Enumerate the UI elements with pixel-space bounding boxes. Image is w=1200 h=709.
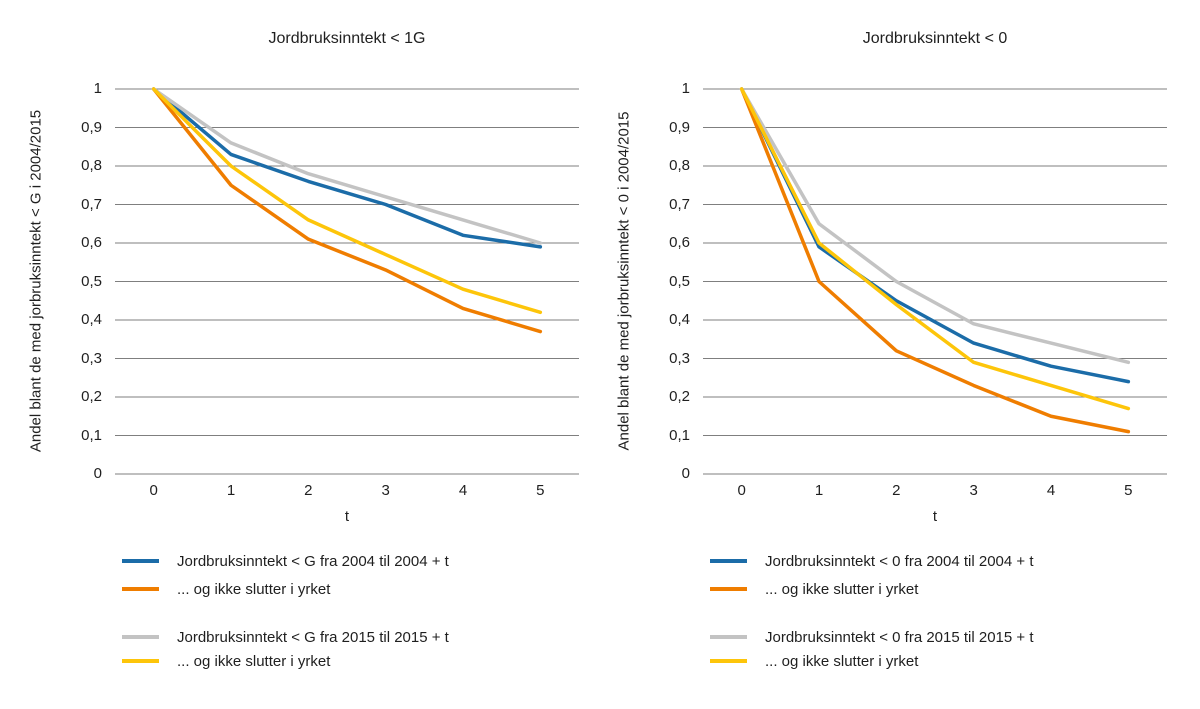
series-line-gray [739,87,1131,365]
series-line-yellow [151,87,543,315]
y-tick-label: 0,9 [669,118,690,136]
legend-row: ... og ikke slutter i yrket [122,649,330,673]
legend: Jordbruksinntekt < G fra 2004 til 2004 +… [122,549,562,679]
x-tick-label: 0 [737,482,746,499]
y-tick-label: 0,7 [669,195,690,213]
x-tick-label: 2 [892,482,901,499]
legend-row: Jordbruksinntekt < 0 fra 2015 til 2015 +… [710,625,1034,649]
legend-swatch-orange [710,587,747,591]
legend-swatch-orange [122,587,159,591]
x-tick-label: 0 [149,482,158,499]
y-tick-label: 0,5 [669,272,690,290]
y-tick-label: 1 [681,80,690,97]
x-tick-label: 4 [458,482,468,499]
y-tick-label: 0,6 [669,234,690,251]
chart-title: Jordbruksinntekt < 1G [268,30,426,47]
y-tick-label: 1 [93,80,102,97]
legend-label: ... og ikke slutter i yrket [765,580,919,598]
legend-label: Jordbruksinntekt < G fra 2015 til 2015 +… [177,628,449,646]
legend-label: Jordbruksinntekt < 0 fra 2004 til 2004 +… [765,552,1034,570]
y-tick-label: 0,7 [81,195,102,213]
chart-title: Jordbruksinntekt < 0 [862,30,1008,47]
x-tick-label: 2 [304,482,313,499]
series-line-gray [151,87,543,245]
legend-row: Jordbruksinntekt < 0 fra 2004 til 2004 +… [710,549,1034,573]
legend-row: ... og ikke slutter i yrket [122,577,330,601]
x-tick-label: 3 [381,482,390,499]
plot-area [115,87,579,475]
legend: Jordbruksinntekt < 0 fra 2004 til 2004 +… [710,549,1150,679]
x-tick-label: 1 [226,482,236,499]
y-tick-label: 0,3 [81,349,102,367]
y-tick-label: 0,9 [81,118,102,136]
legend-label: ... og ikke slutter i yrket [177,652,331,670]
series-line-blue [151,87,543,249]
y-tick-label: 0,5 [81,272,102,290]
legend-swatch-blue [122,559,159,563]
y-tick-label: 0,2 [669,388,690,405]
legend-row: Jordbruksinntekt < G fra 2004 til 2004 +… [122,549,449,573]
x-axis-label: t [932,508,938,525]
series-line-orange [151,87,543,334]
y-tick-label: 0 [681,465,690,482]
legend-row: ... og ikke slutter i yrket [710,649,918,673]
legend-label: ... og ikke slutter i yrket [177,580,331,598]
chart-right: Jordbruksinntekt < 0 Andel blant de med … [588,0,1200,709]
x-axis-label: t [344,508,350,525]
y-tick-label: 0,3 [669,349,690,367]
x-tick-label: 5 [536,482,545,499]
x-tick-label: 5 [1124,482,1133,499]
legend-label: ... og ikke slutter i yrket [765,652,919,670]
y-tick-label: 0,6 [81,234,102,251]
legend-swatch-gray [710,635,747,639]
x-tick-label: 1 [814,482,824,499]
legend-swatch-gray [122,635,159,639]
legend-label: Jordbruksinntekt < 0 fra 2015 til 2015 +… [765,628,1034,646]
legend-swatch-yellow [122,659,159,663]
y-tick-label: 0,2 [81,388,102,405]
y-tick-label: 0,4 [669,311,690,328]
legend-label: Jordbruksinntekt < G fra 2004 til 2004 +… [177,552,449,570]
y-tick-label: 0,1 [669,426,690,444]
chart-left: Jordbruksinntekt < 1G Andel blant de med… [28,30,579,679]
x-tick-label: 3 [969,482,978,499]
y-tick-label: 0,8 [81,157,102,174]
y-tick-label: 0 [93,465,102,482]
plot-area [703,87,1167,475]
y-tick-label: 0,1 [81,426,102,444]
x-tick-label: 4 [1046,482,1056,499]
series-line-orange [739,87,1131,434]
legend-swatch-yellow [710,659,747,663]
legend-row: ... og ikke slutter i yrket [710,577,918,601]
y-tick-label: 0,8 [669,157,690,174]
series-line-yellow [739,87,1131,411]
y-tick-label: 0,4 [81,311,102,328]
legend-swatch-blue [710,559,747,563]
legend-row: Jordbruksinntekt < G fra 2015 til 2015 +… [122,625,449,649]
